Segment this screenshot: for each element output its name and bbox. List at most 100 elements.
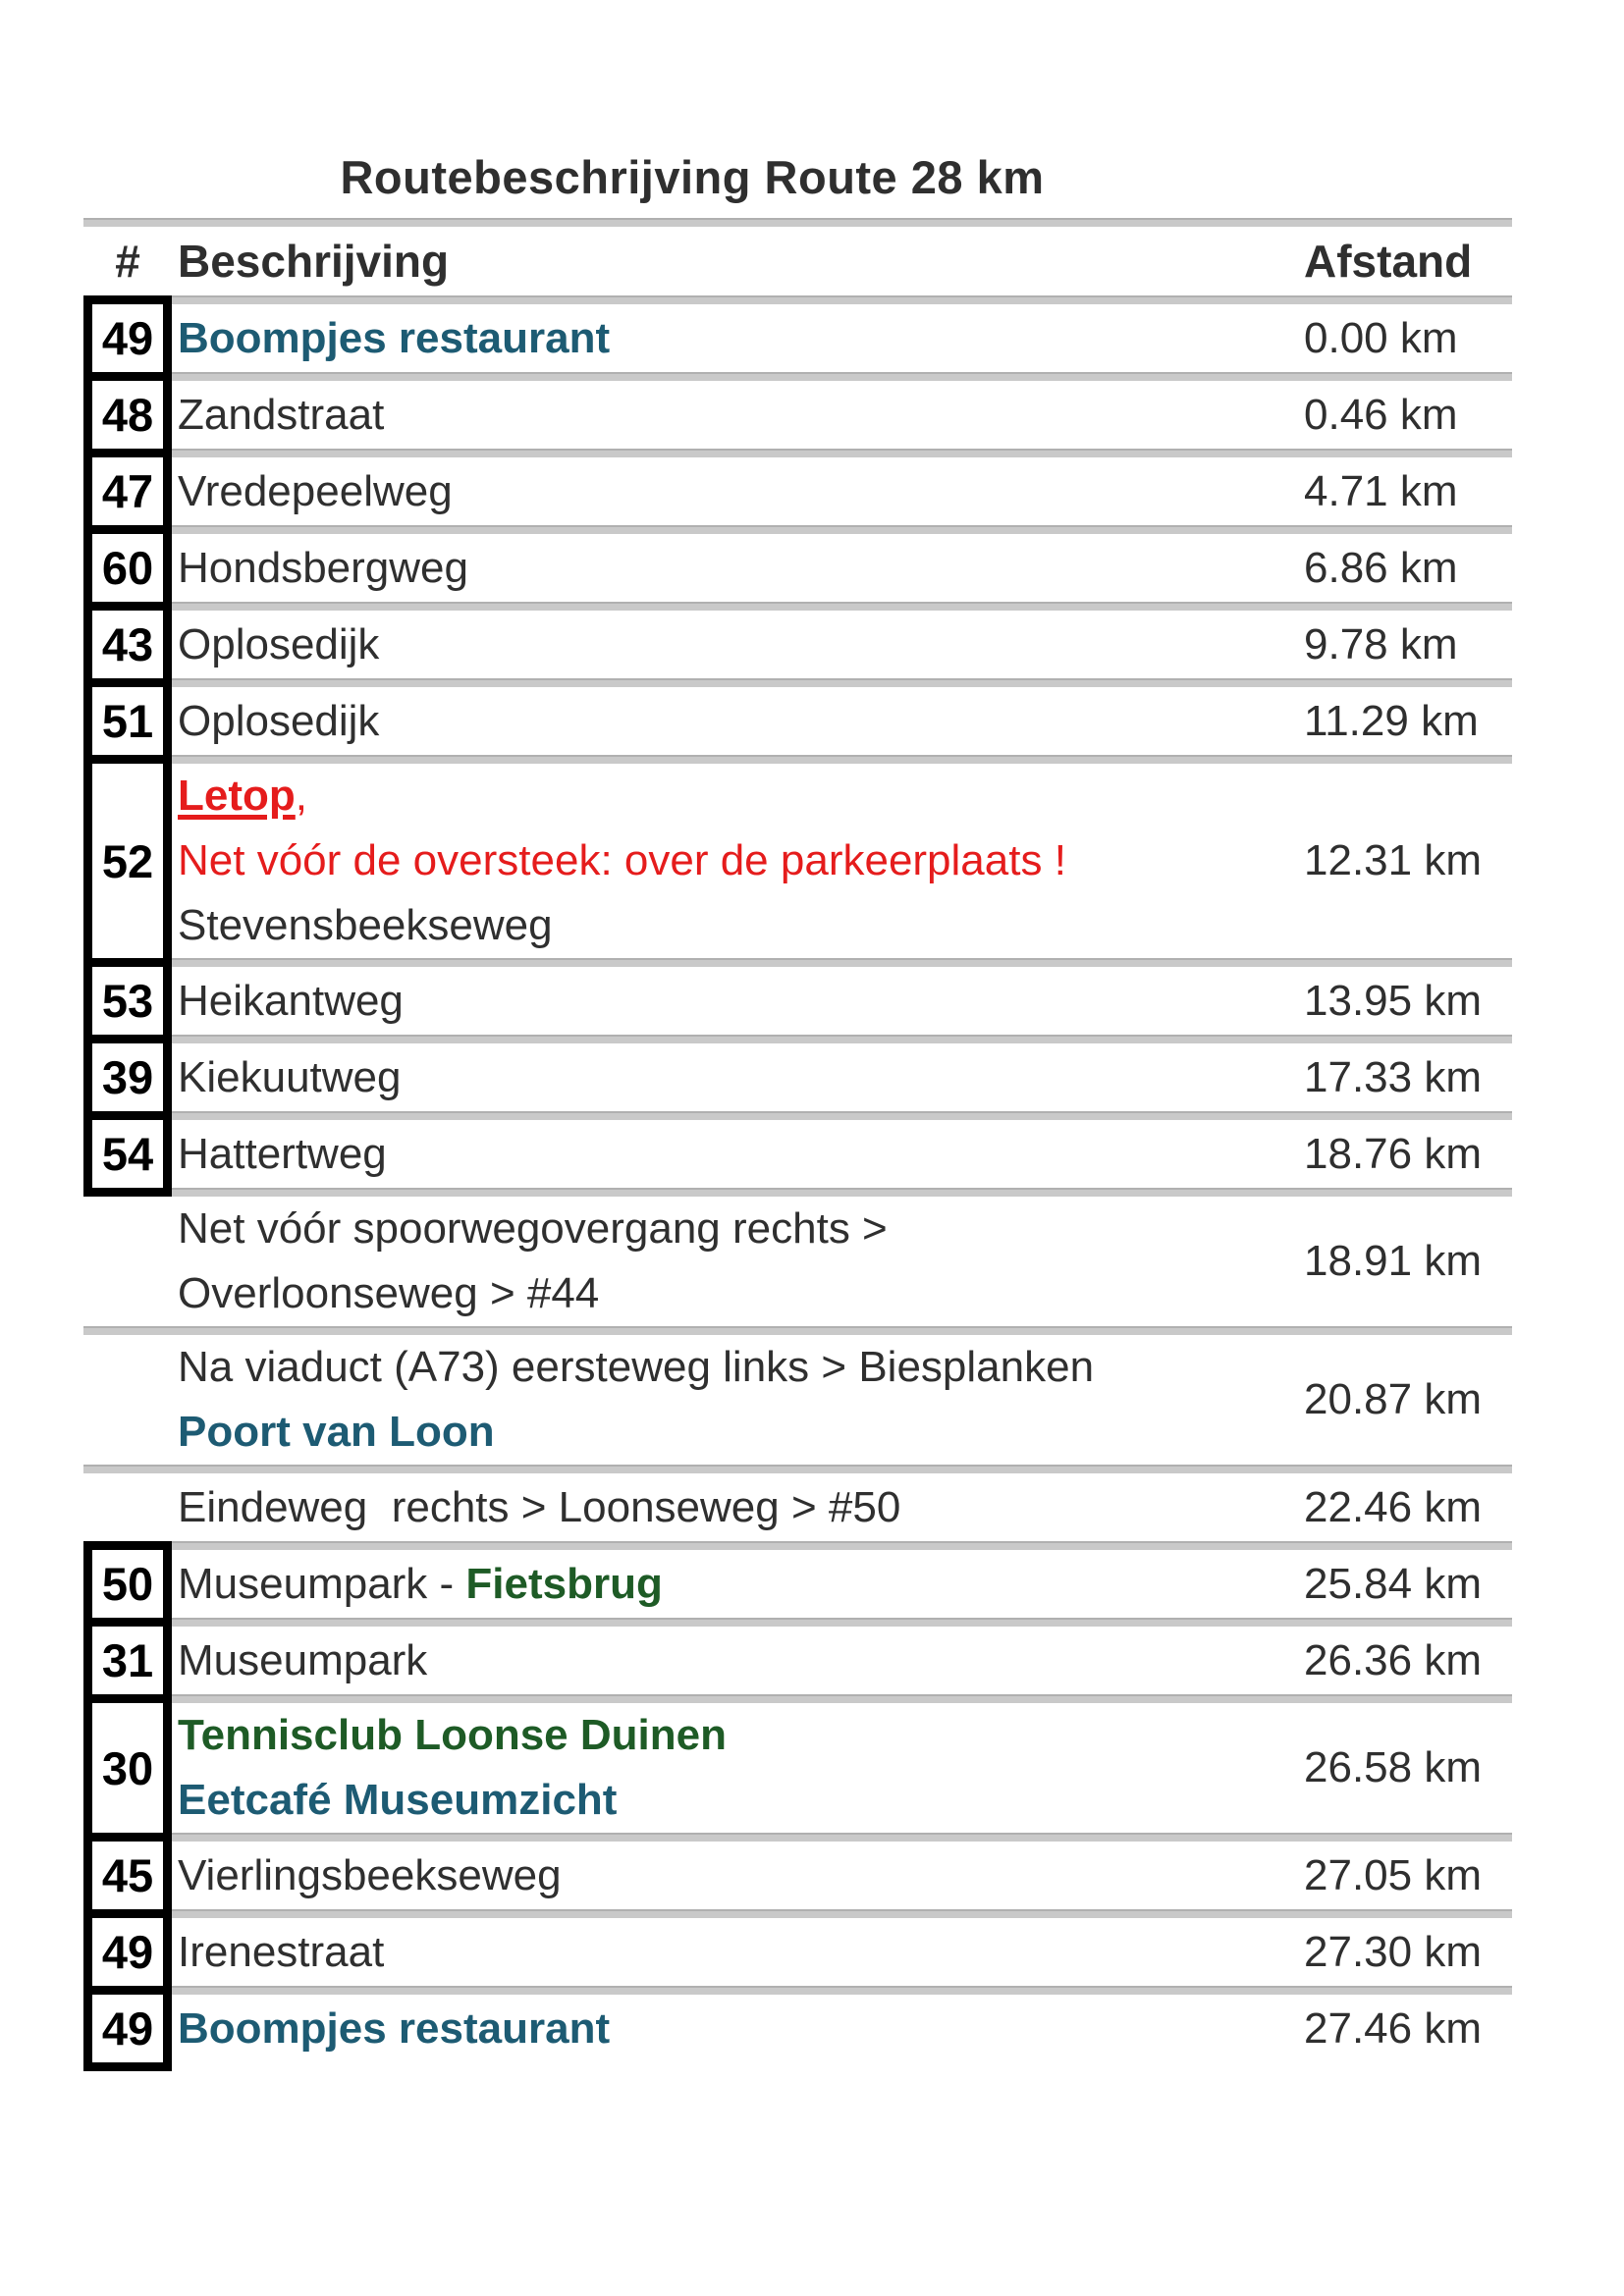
table-row: 30 Tennisclub Loonse Duinen Eetcafé Museum… — [83, 1694, 1512, 1842]
text-segment: Na viaduct (A73) eersteweg links > Biesp… — [178, 1343, 1095, 1391]
row-separator — [83, 1833, 1512, 1842]
route-number-badge: 45 — [83, 1833, 172, 1918]
route-number-cell: 60 — [83, 525, 172, 611]
route-description: Oplosedijk — [172, 687, 1296, 755]
description-line: Boompjes restaurant — [178, 306, 1296, 371]
column-header-description: Beschrijving — [178, 236, 450, 287]
row-separator — [83, 1618, 1512, 1627]
route-description: Letop, Net vóór de oversteek: over de par… — [172, 764, 1296, 958]
distance-value: 18.76 km — [1304, 1129, 1482, 1178]
text-segment: Letop — [178, 772, 296, 820]
route-number-cell: 31 — [83, 1618, 172, 1703]
description-line: Hattertweg — [178, 1122, 1296, 1187]
table-header: # Beschrijving Afstand — [83, 227, 1512, 295]
table-row: 50 Museumpark - Fietsbrug 25.84 km — [83, 1541, 1512, 1627]
route-number-badge: 39 — [83, 1035, 172, 1120]
description-line: Hondsbergweg — [178, 536, 1296, 601]
route-number-cell: 49 — [83, 1986, 172, 2071]
table-row: 49 Boompjes restaurant 0.00 km — [83, 295, 1512, 381]
route-description: Eindeweg rechts > Loonseweg > #50 — [172, 1473, 1296, 1541]
distance-value: 9.78 km — [1304, 619, 1458, 668]
route-description: Boompjes restaurant — [172, 304, 1296, 372]
row-separator — [83, 1188, 1512, 1197]
route-number-cell: 39 — [83, 1035, 172, 1120]
route-description: Irenestraat — [172, 1918, 1296, 1986]
route-number-badge: 53 — [83, 958, 172, 1043]
row-separator — [83, 1326, 1512, 1335]
row-separator — [83, 755, 1512, 764]
table-row: 48 Zandstraat 0.46 km — [83, 372, 1512, 457]
route-description: Vierlingsbeekseweg — [172, 1842, 1296, 1909]
table-row: 53 Heikantweg 13.95 km — [83, 958, 1512, 1043]
text-segment: , — [295, 772, 307, 820]
table-rows: 49 Boompjes restaurant 0.00 km 48 Zandstraat… — [83, 295, 1512, 2071]
distance-value: 13.95 km — [1304, 976, 1482, 1025]
description-line: Net vóór spoorwegovergang rechts > — [178, 1197, 1296, 1261]
row-separator — [83, 372, 1512, 381]
text-segment: Net vóór spoorwegovergang rechts > — [178, 1204, 888, 1253]
route-number-cell — [83, 1473, 172, 1541]
description-line: Vierlingsbeekseweg — [178, 1843, 1296, 1908]
description-line: Stevensbeekseweg — [178, 893, 1296, 958]
route-number-cell — [83, 1197, 172, 1326]
distance-value: 27.05 km — [1304, 1850, 1482, 1899]
table-row: 45 Vierlingsbeekseweg 27.05 km — [83, 1833, 1512, 1918]
route-description: Net vóór spoorwegovergang rechts > Overlo… — [172, 1197, 1296, 1326]
route-number-badge: 48 — [83, 372, 172, 457]
text-segment: Museumpark — [178, 1635, 428, 1684]
route-number-badge: 31 — [83, 1618, 172, 1703]
distance-value: 27.46 km — [1304, 2003, 1482, 2053]
text-segment: Stevensbeekseweg — [178, 901, 553, 949]
route-number-cell: 52 — [83, 755, 172, 967]
distance-value: 18.91 km — [1304, 1237, 1482, 1285]
text-segment: Boompjes restaurant — [178, 313, 611, 362]
route-description: Kiekuutweg — [172, 1043, 1296, 1111]
distance-value: 26.36 km — [1304, 1635, 1482, 1684]
table-row: 51 Oplosedijk 11.29 km — [83, 678, 1512, 764]
route-description: Museumpark - Fietsbrug — [172, 1550, 1296, 1618]
route-number-badge: 47 — [83, 449, 172, 534]
route-number-cell: 30 — [83, 1694, 172, 1842]
row-separator — [83, 1909, 1512, 1918]
row-separator — [83, 1986, 1512, 1995]
text-segment: Eetcafé Museumzicht — [178, 1776, 618, 1824]
table-row: 60 Hondsbergweg 6.86 km — [83, 525, 1512, 611]
row-separator — [83, 602, 1512, 611]
text-segment: Vredepeelweg — [178, 466, 453, 515]
row-separator — [83, 525, 1512, 534]
row-separator — [83, 1111, 1512, 1120]
route-number-badge: 30 — [83, 1694, 172, 1842]
text-segment: Overloonseweg > #44 — [178, 1269, 600, 1317]
text-segment: Tennisclub Loonse Duinen — [178, 1711, 727, 1759]
text-segment: Zandstraat — [178, 390, 385, 439]
route-number-cell: 45 — [83, 1833, 172, 1918]
route-number-badge: 43 — [83, 602, 172, 687]
route-number-cell — [83, 1335, 172, 1465]
table-row: Na viaduct (A73) eersteweg links > Biesp… — [83, 1335, 1512, 1465]
table-row: 52 Letop, Net vóór de oversteek: over de p… — [83, 755, 1512, 967]
description-line: Oplosedijk — [178, 613, 1296, 677]
route-number-cell: 49 — [83, 1909, 172, 1995]
description-line: Oplosedijk — [178, 689, 1296, 754]
table-row: 47 Vredepeelweg 4.71 km — [83, 449, 1512, 534]
title-separator — [83, 218, 1512, 227]
route-description: Oplosedijk — [172, 611, 1296, 678]
route-number-badge: 50 — [83, 1541, 172, 1627]
route-number-badge: 60 — [83, 525, 172, 611]
route-description: Zandstraat — [172, 381, 1296, 449]
text-segment: Net vóór de oversteek: over de parkeerpl… — [178, 836, 1066, 884]
route-number-badge: 49 — [83, 1909, 172, 1995]
distance-value: 4.71 km — [1304, 466, 1458, 515]
route-description: Hondsbergweg — [172, 534, 1296, 602]
table-row: 31 Museumpark 26.36 km — [83, 1618, 1512, 1703]
row-separator — [83, 1541, 1512, 1550]
table-row: 43 Oplosedijk 9.78 km — [83, 602, 1512, 687]
description-line: Irenestraat — [178, 1920, 1296, 1985]
description-line: Eindeweg rechts > Loonseweg > #50 — [178, 1475, 1296, 1540]
description-line: Tennisclub Loonse Duinen — [178, 1703, 1296, 1768]
route-description: Hattertweg — [172, 1120, 1296, 1188]
table-row: Eindeweg rechts > Loonseweg > #50 22.46 k… — [83, 1473, 1512, 1541]
route-number-badge: 49 — [83, 295, 172, 381]
route-number-badge: 51 — [83, 678, 172, 764]
